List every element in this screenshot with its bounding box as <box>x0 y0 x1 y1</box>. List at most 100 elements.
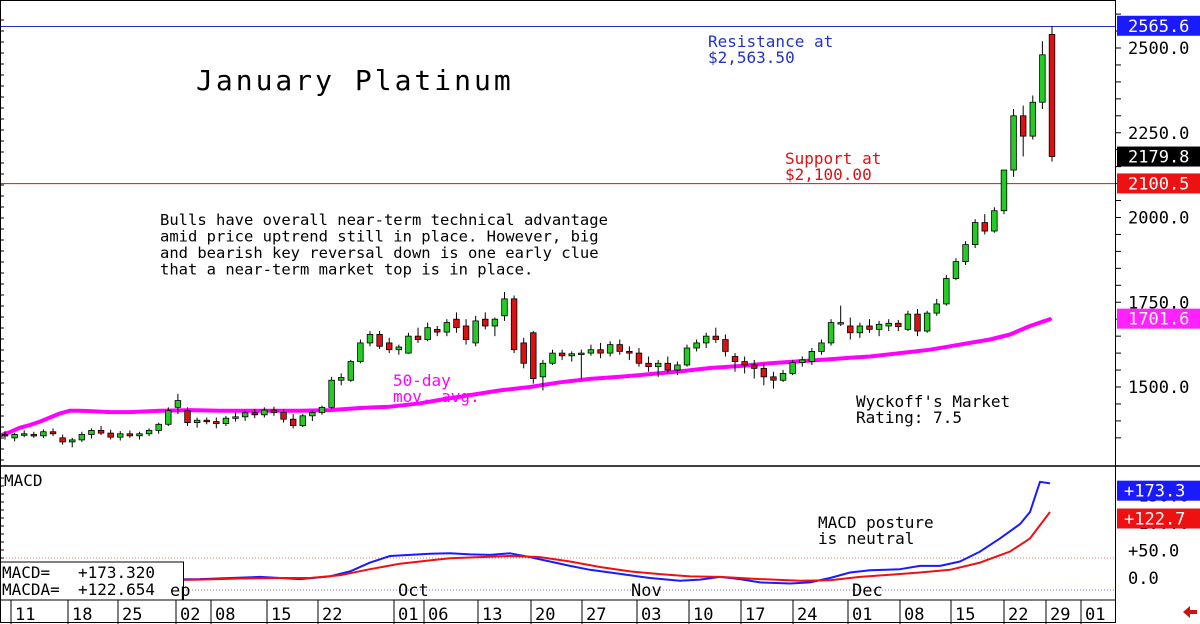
candle <box>309 410 316 421</box>
month-label: Dec <box>852 581 883 601</box>
candle-up <box>472 320 479 344</box>
macd-title: MACD <box>4 471 43 490</box>
candle <box>405 332 412 354</box>
candle <box>366 331 374 347</box>
candle <box>751 359 758 379</box>
commentary-line: that a near-term market top is in place. <box>160 261 533 279</box>
candle-up <box>654 362 662 368</box>
candle <box>97 425 105 436</box>
candle <box>923 310 931 333</box>
candle <box>885 319 892 332</box>
candle <box>510 295 518 354</box>
date-label: 15 <box>271 605 291 624</box>
candle <box>635 348 643 367</box>
candle-up <box>21 433 28 436</box>
candle <box>779 370 787 382</box>
price-panel: January Platinum Resistance at$2,563.50 Su… <box>0 13 1200 461</box>
candle <box>587 344 595 356</box>
rating-label: Wyckoff's Market <box>856 392 1010 411</box>
candle <box>337 373 345 386</box>
candle <box>1048 25 1056 162</box>
candle <box>674 361 681 376</box>
candle <box>289 414 297 429</box>
candle <box>21 430 28 438</box>
candle-down <box>184 410 191 423</box>
price-tick-label: 1500.0 <box>1128 378 1189 398</box>
candle <box>731 353 739 372</box>
candle <box>174 393 182 415</box>
price-tag-box <box>1117 308 1200 329</box>
x-axis: 11 18 25 02 08 15 22 01 06 13 20 27 03 10 17 24 01 08 15 22… <box>10 581 1105 624</box>
price-tag-box <box>1117 15 1200 36</box>
candle <box>501 292 508 321</box>
candle <box>462 319 470 345</box>
candle <box>414 327 422 343</box>
candle <box>232 412 239 422</box>
resistance-label: Resistance at <box>708 32 833 51</box>
candle-up <box>1010 115 1017 171</box>
candle <box>597 342 604 359</box>
macd-annotation: is neutral <box>818 529 914 548</box>
candle-up <box>11 434 18 439</box>
date-label: 11 <box>15 605 35 624</box>
candle-up <box>856 325 864 334</box>
candle <box>78 431 86 442</box>
date-label: 13 <box>482 605 502 624</box>
date-label: 02 <box>180 605 200 624</box>
price-tag-label: 1701.6 <box>1128 310 1189 330</box>
candle <box>578 349 585 381</box>
candle-up <box>549 352 556 364</box>
date-label: 20 <box>535 605 555 624</box>
candle <box>568 351 575 362</box>
candle <box>155 422 162 434</box>
candle <box>376 331 383 350</box>
macd-readout-value: +173.320 <box>78 563 155 582</box>
candle <box>1000 169 1008 215</box>
candle <box>645 356 652 372</box>
rating-value: Rating: 7.5 <box>856 408 962 427</box>
commentary-line: Bulls have overall near-term technical a… <box>160 211 608 229</box>
candle-up <box>241 412 249 418</box>
macd-readout-label: MACD= <box>2 563 50 582</box>
candle-up <box>943 278 950 305</box>
candle-up <box>904 313 912 330</box>
candle <box>933 298 940 316</box>
price-tick-label: 2500.0 <box>1128 39 1189 59</box>
price-tick-label: 1750.0 <box>1128 293 1189 313</box>
date-label: 22 <box>1008 605 1028 624</box>
price-tick-label: 2000.0 <box>1128 209 1189 229</box>
date-label: 01 <box>398 605 418 624</box>
candle-up <box>40 431 47 437</box>
support-value: $2,100.00 <box>785 165 872 184</box>
candle-up <box>818 342 825 352</box>
candle-up <box>318 406 326 413</box>
macd-tag-box <box>1117 508 1200 529</box>
candle <box>472 315 479 347</box>
candle <box>251 409 258 419</box>
candle-down <box>597 349 604 354</box>
month-label: Nov <box>631 581 662 601</box>
candle-down <box>722 339 729 352</box>
resistance-value: $2,563.50 <box>708 48 795 67</box>
candle <box>482 312 489 330</box>
candle-up <box>405 335 412 354</box>
candle <box>11 432 18 442</box>
candle-up <box>808 351 816 362</box>
candle <box>712 327 720 343</box>
candle-up <box>424 327 431 340</box>
candle-up <box>69 439 76 443</box>
candle <box>328 376 335 410</box>
date-label: 10 <box>693 605 713 624</box>
candle-down <box>1 434 9 437</box>
date-label: 08 <box>904 605 924 624</box>
candle <box>875 320 883 337</box>
macd-tag-box <box>1117 480 1200 501</box>
candle <box>395 344 403 355</box>
candle-down <box>712 335 720 340</box>
commentary-line: and bearish key reversal down is one ear… <box>160 244 599 262</box>
candle-up <box>827 322 835 344</box>
candle-up <box>88 429 95 435</box>
candle-up <box>347 361 354 381</box>
candle <box>847 317 854 340</box>
